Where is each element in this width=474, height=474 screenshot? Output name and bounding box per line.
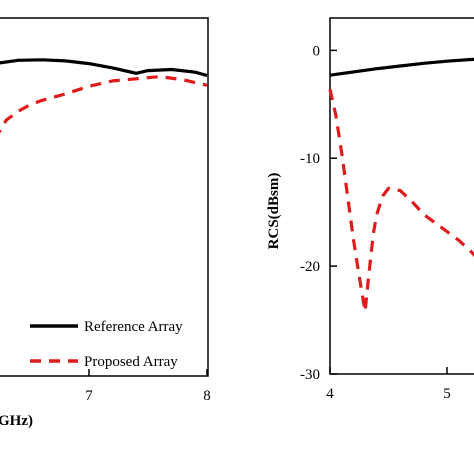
right-series-reference-array xyxy=(330,59,474,76)
legend-label-reference-array: Reference Array xyxy=(84,319,183,335)
right-series-group xyxy=(330,59,474,312)
legend: Reference Array Proposed Array xyxy=(30,319,183,370)
right-chart: 4 5 0 -10 -20 -30 RCS(dBsm) xyxy=(266,18,474,402)
right-x-tick-label-4: 4 xyxy=(326,386,334,402)
legend-label-proposed-array: Proposed Array xyxy=(84,354,178,370)
left-series-reference-array xyxy=(0,60,207,76)
right-y-tick-label-0: 0 xyxy=(313,43,321,59)
left-x-tick-label-8: 8 xyxy=(203,388,211,404)
right-y-tick-label-neg30: -30 xyxy=(300,367,320,383)
right-series-proposed-array xyxy=(330,89,474,311)
left-x-axis-title: GHz) xyxy=(0,413,33,429)
right-x-tick-label-5: 5 xyxy=(443,386,451,402)
right-y-axis-title: RCS(dBsm) xyxy=(266,173,282,250)
left-x-tick-label-7: 7 xyxy=(85,388,93,404)
right-y-tick-label-neg20: -20 xyxy=(300,259,320,275)
left-series-proposed-array xyxy=(0,77,207,162)
left-series-group xyxy=(0,60,207,161)
right-y-tick-label-neg10: -10 xyxy=(300,151,320,167)
